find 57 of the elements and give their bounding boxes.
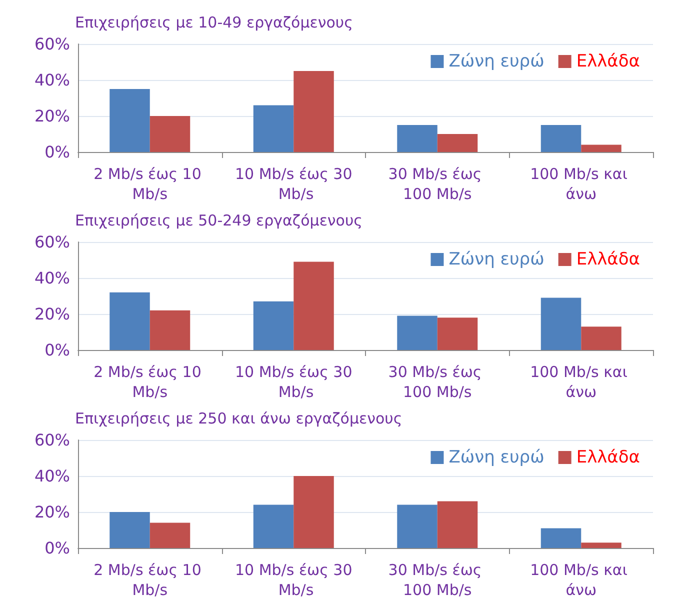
bar	[253, 504, 294, 548]
bar	[150, 310, 190, 350]
x-tick-label: 100 Mb/s και άνω	[530, 165, 632, 203]
x-tick-label: 100 Mb/s και άνω	[530, 561, 632, 599]
chart-title: Επιχειρήσεις με 10-49 εργαζόμενους	[75, 14, 353, 32]
bar	[437, 501, 478, 548]
y-tick-label: 40%	[34, 268, 70, 288]
bar	[437, 318, 478, 350]
bar	[397, 316, 438, 350]
x-tick-label: 2 Mb/s έως 10 Mb/s	[94, 561, 206, 599]
bar	[540, 528, 582, 548]
x-tick-label: 30 Mb/s έως 100 Mb/s	[388, 363, 486, 401]
y-tick-label: 0%	[44, 340, 70, 360]
x-tick-label: 100 Mb/s και άνω	[530, 363, 632, 401]
x-tick-label: 10 Mb/s έως 30 Mb/s	[234, 561, 352, 599]
y-tick-label: 20%	[34, 304, 70, 324]
bar	[581, 326, 622, 350]
y-tick-label: 0%	[44, 538, 70, 558]
y-tick-label: 60%	[34, 232, 70, 252]
bar	[150, 522, 190, 548]
legend-label: Ζώνη ευρώ	[448, 52, 544, 72]
x-tick-label: 2 Mb/s έως 10 Mb/s	[94, 363, 206, 401]
y-tick-label: 60%	[34, 34, 70, 54]
bar	[294, 476, 334, 548]
bar	[294, 262, 334, 350]
bar	[253, 301, 294, 350]
bar	[110, 292, 150, 350]
bar	[294, 71, 334, 152]
bar	[397, 125, 438, 152]
y-tick-label: 40%	[34, 466, 70, 486]
x-tick-label: 30 Mb/s έως 100 Mb/s	[388, 561, 486, 599]
legend-label: Ελλάδα	[576, 448, 640, 468]
x-tick-label: 10 Mb/s έως 30 Mb/s	[234, 363, 352, 401]
bar	[581, 542, 622, 548]
x-tick-label: 30 Mb/s έως 100 Mb/s	[388, 165, 486, 203]
chart-title: Επιχειρήσεις με 250 και άνω εργαζόμενους	[75, 410, 402, 428]
chart-title: Επιχειρήσεις με 50-249 εργαζόμενους	[75, 212, 362, 230]
legend-label: Ζώνη ευρώ	[448, 448, 544, 468]
bar	[397, 504, 438, 548]
bar	[110, 89, 150, 152]
bar	[581, 144, 622, 152]
bar	[253, 105, 294, 152]
legend-label: Ελλάδα	[576, 52, 640, 72]
x-tick-label: 2 Mb/s έως 10 Mb/s	[94, 165, 206, 203]
bar	[540, 125, 582, 152]
y-tick-label: 60%	[34, 430, 70, 450]
bar	[437, 134, 478, 152]
bar	[150, 116, 190, 152]
x-tick-label: 10 Mb/s έως 30 Mb/s	[234, 165, 352, 203]
y-tick-label: 0%	[44, 142, 70, 162]
y-tick-label: 20%	[34, 106, 70, 126]
legend-label: Ζώνη ευρώ	[448, 250, 544, 270]
bar	[110, 512, 150, 548]
bar	[540, 298, 582, 350]
legend-label: Ελλάδα	[576, 250, 640, 270]
y-tick-label: 40%	[34, 70, 70, 90]
y-tick-label: 20%	[34, 502, 70, 522]
